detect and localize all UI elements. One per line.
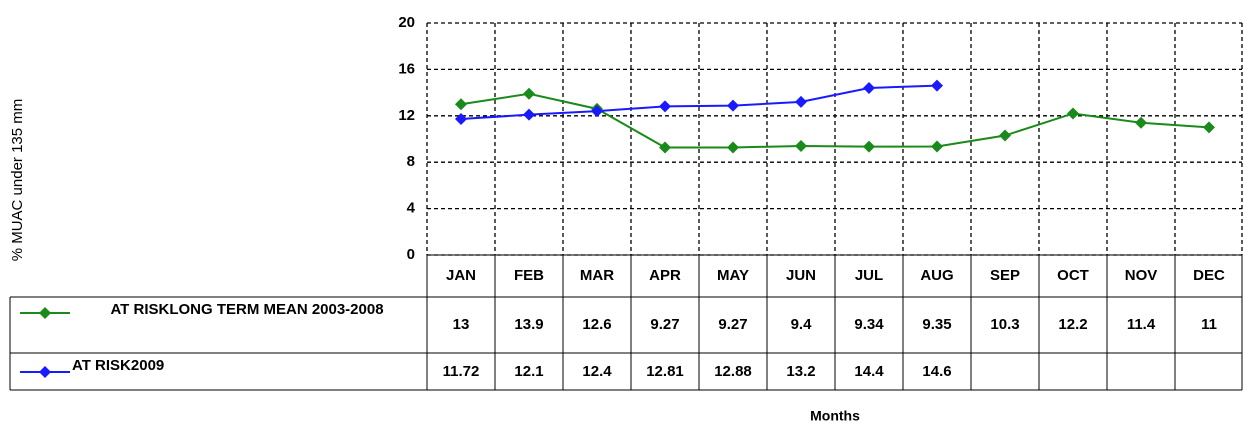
table-value: 9.27: [718, 316, 747, 333]
y-axis-label: % MUAC under 135 mm: [9, 99, 26, 262]
point: [1067, 107, 1079, 120]
series-line: [460, 84, 938, 121]
point: [999, 129, 1011, 142]
y-tick-label: 16: [398, 60, 415, 77]
point: [659, 141, 671, 154]
y-tick-label: 8: [407, 153, 415, 170]
x-axis-label: Months: [810, 408, 860, 424]
point: [931, 79, 943, 92]
x-tick-label: MAY: [717, 267, 749, 284]
legend-cell: AT RISK2009: [72, 357, 165, 374]
table-value: 9.4: [791, 316, 813, 333]
table-value: 12.81: [646, 363, 684, 380]
point: [863, 140, 875, 153]
point: [863, 81, 875, 94]
x-tick-label: JUL: [855, 267, 883, 284]
point: [523, 108, 535, 121]
table-value: 12.2: [1058, 316, 1087, 333]
x-tick-label: MAR: [580, 267, 614, 284]
x-tick-label: OCT: [1057, 267, 1089, 284]
point: [455, 98, 467, 111]
series-line: [460, 92, 1210, 149]
table-value: 11.4: [1127, 316, 1156, 333]
x-tick-label: APR: [649, 267, 681, 284]
table-value: 13.2: [786, 363, 815, 380]
table-value: 13: [453, 316, 470, 333]
table-value: 13.9: [514, 316, 543, 333]
x-tick-label: NOV: [1125, 267, 1158, 284]
y-tick-label: 12: [398, 107, 415, 124]
x-tick-label: AUG: [920, 267, 953, 284]
legend-label: AT RISKLONG TERM MEAN 2003-2008: [110, 301, 384, 318]
table-value: 12.6: [582, 316, 611, 333]
legend-marker: [39, 366, 51, 378]
table-value: 12.88: [714, 363, 752, 380]
point: [1203, 121, 1215, 134]
point: [795, 139, 807, 152]
table-value: 14.6: [922, 363, 951, 380]
x-tick-label: JAN: [446, 267, 476, 284]
point: [931, 140, 943, 153]
table-value: 9.34: [854, 316, 884, 333]
x-tick-label: DEC: [1193, 267, 1225, 284]
y-tick-label: 0: [407, 246, 415, 263]
x-tick-label: JUN: [786, 267, 816, 284]
table-value: 9.35: [922, 316, 951, 333]
point: [523, 87, 535, 100]
point: [727, 141, 739, 154]
legend-label: AT RISK2009: [72, 357, 165, 374]
point: [455, 113, 467, 126]
point: [727, 99, 739, 112]
table-value: 11: [1201, 316, 1217, 333]
point: [591, 105, 603, 118]
table-value: 9.27: [650, 316, 679, 333]
table-value: 11.72: [443, 363, 480, 380]
legend-cell: AT RISKLONG TERM MEAN 2003-2008: [110, 301, 384, 318]
y-tick-label: 4: [407, 200, 416, 217]
table-value: 14.4: [854, 363, 884, 380]
x-tick-label: SEP: [990, 267, 1020, 284]
y-tick-label: 20: [398, 14, 415, 31]
point: [795, 95, 807, 108]
table-value: 10.3: [990, 316, 1019, 333]
x-tick-label: FEB: [514, 267, 544, 284]
point: [659, 100, 671, 113]
table-value: 12.4: [582, 363, 612, 380]
table-value: 12.1: [514, 363, 543, 380]
legend-marker: [39, 307, 51, 319]
point: [1135, 116, 1147, 129]
